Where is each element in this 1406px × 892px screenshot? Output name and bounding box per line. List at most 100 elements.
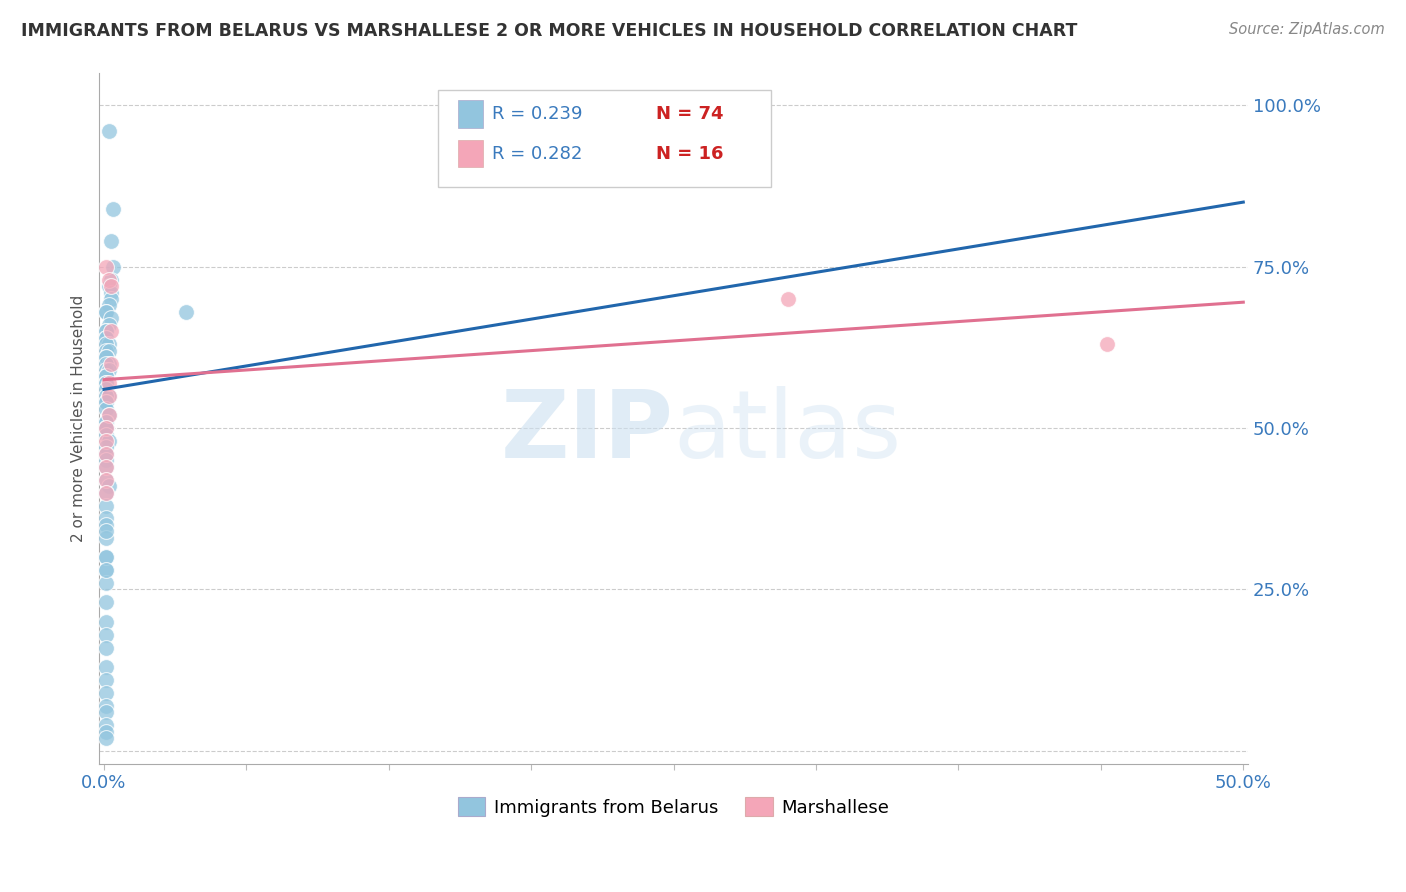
Point: [96, 563, 118, 577]
Point: [96, 421, 118, 435]
Point: [96, 395, 118, 409]
Point: [96, 415, 118, 429]
Point: [97, 337, 120, 351]
Point: [96, 427, 118, 442]
Point: [97, 363, 120, 377]
Point: [97, 124, 120, 138]
Point: [96, 524, 118, 539]
Point: [100, 311, 122, 326]
Point: [97, 357, 120, 371]
Point: [96, 369, 118, 384]
Text: ZIP: ZIP: [501, 386, 673, 478]
Point: [96, 595, 118, 609]
Point: [96, 531, 118, 545]
Point: [96, 550, 118, 565]
Point: [1095, 337, 1118, 351]
Point: [96, 698, 118, 713]
Point: [96, 350, 118, 364]
Point: [100, 234, 122, 248]
Point: [96, 473, 118, 487]
Point: [96, 447, 118, 461]
Point: [96, 447, 118, 461]
Point: [97, 272, 120, 286]
Point: [96, 350, 118, 364]
Point: [96, 499, 118, 513]
Point: [96, 724, 118, 739]
Point: [96, 434, 118, 448]
Point: [97, 389, 120, 403]
Point: [96, 660, 118, 674]
Point: [96, 260, 118, 274]
Point: [96, 731, 118, 745]
Point: [96, 343, 118, 358]
Point: [96, 453, 118, 467]
Point: [97, 479, 120, 493]
Point: [96, 550, 118, 565]
FancyBboxPatch shape: [458, 100, 484, 128]
Point: [96, 473, 118, 487]
Legend: Immigrants from Belarus, Marshallese: Immigrants from Belarus, Marshallese: [451, 790, 897, 824]
Point: [96, 401, 118, 416]
Point: [96, 485, 118, 500]
FancyBboxPatch shape: [439, 90, 772, 187]
Text: atlas: atlas: [673, 386, 901, 478]
Point: [97, 279, 120, 293]
Point: [97, 318, 120, 332]
Text: N = 74: N = 74: [657, 105, 724, 123]
Y-axis label: 2 or more Vehicles in Household: 2 or more Vehicles in Household: [72, 294, 86, 542]
FancyBboxPatch shape: [458, 140, 484, 168]
Point: [96, 357, 118, 371]
Point: [97, 389, 120, 403]
Point: [96, 331, 118, 345]
Point: [100, 279, 122, 293]
Point: [96, 459, 118, 474]
Point: [97, 408, 120, 422]
Point: [97, 434, 120, 448]
Point: [97, 408, 120, 422]
Point: [96, 705, 118, 719]
Point: [96, 421, 118, 435]
Point: [776, 292, 799, 306]
Point: [96, 324, 118, 338]
Point: [96, 459, 118, 474]
Point: [96, 563, 118, 577]
Text: R = 0.239: R = 0.239: [492, 105, 582, 123]
Point: [96, 441, 118, 455]
Point: [96, 673, 118, 687]
Point: [96, 376, 118, 390]
Point: [96, 686, 118, 700]
Point: [96, 421, 118, 435]
Point: [100, 357, 122, 371]
Point: [101, 260, 124, 274]
Text: IMMIGRANTS FROM BELARUS VS MARSHALLESE 2 OR MORE VEHICLES IN HOUSEHOLD CORRELATI: IMMIGRANTS FROM BELARUS VS MARSHALLESE 2…: [21, 22, 1077, 40]
Point: [96, 337, 118, 351]
Point: [96, 718, 118, 732]
Text: N = 16: N = 16: [657, 145, 724, 162]
Point: [97, 376, 120, 390]
Point: [96, 628, 118, 642]
Point: [96, 389, 118, 403]
Point: [96, 511, 118, 525]
Point: [96, 363, 118, 377]
Point: [100, 324, 122, 338]
Point: [96, 369, 118, 384]
Text: R = 0.282: R = 0.282: [492, 145, 582, 162]
Point: [100, 292, 122, 306]
Point: [96, 415, 118, 429]
Point: [96, 576, 118, 591]
Point: [96, 395, 118, 409]
Point: [174, 305, 197, 319]
Point: [97, 343, 120, 358]
Point: [96, 517, 118, 532]
Point: [96, 485, 118, 500]
Point: [100, 285, 122, 300]
Point: [96, 640, 118, 655]
Point: [96, 324, 118, 338]
Point: [101, 202, 124, 216]
Point: [96, 305, 118, 319]
Point: [96, 305, 118, 319]
Point: [97, 298, 120, 312]
Point: [96, 615, 118, 629]
Point: [96, 331, 118, 345]
Point: [96, 376, 118, 390]
